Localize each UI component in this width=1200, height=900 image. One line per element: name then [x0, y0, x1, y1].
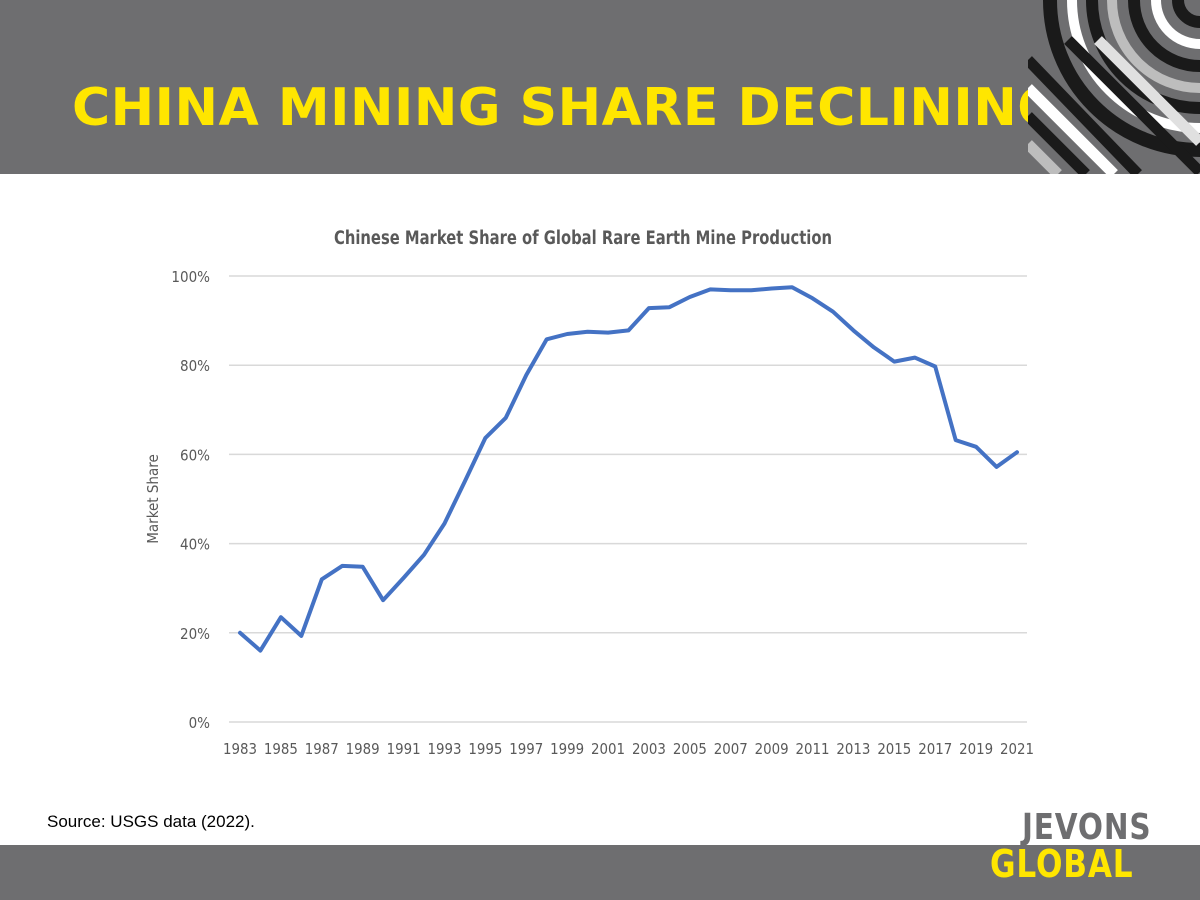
- data-point: [279, 615, 283, 619]
- data-point: [933, 365, 937, 369]
- data-point: [545, 337, 549, 341]
- y-tick-label: 80%: [180, 357, 210, 375]
- line-chart: Chinese Market Share of Global Rare Eart…: [144, 228, 1034, 758]
- data-point: [524, 373, 528, 377]
- data-point: [770, 287, 774, 291]
- data-point: [299, 634, 303, 638]
- x-tick-label: 1995: [468, 740, 502, 758]
- x-tick-label: 1983: [223, 740, 257, 758]
- y-axis-label: Market Share: [144, 454, 162, 544]
- data-point: [831, 310, 835, 314]
- data-point: [463, 479, 467, 483]
- data-point: [422, 553, 426, 557]
- data-point: [688, 295, 692, 299]
- x-tick-label: 2017: [918, 740, 952, 758]
- data-point: [790, 285, 794, 289]
- x-tick-label: 2013: [836, 740, 870, 758]
- footer-band: [0, 845, 1200, 900]
- data-point: [565, 332, 569, 336]
- data-point: [913, 356, 917, 360]
- x-tick-label: 1997: [509, 740, 543, 758]
- data-point: [667, 305, 671, 309]
- x-tick-label: 2007: [714, 740, 748, 758]
- source-note: Source: USGS data (2022).: [47, 812, 255, 831]
- data-point: [851, 328, 855, 332]
- data-point: [974, 445, 978, 449]
- x-tick-label: 2003: [632, 740, 666, 758]
- decorative-pattern-icon: [1028, 0, 1200, 174]
- chart-container: Chinese Market Share of Global Rare Eart…: [0, 174, 1200, 814]
- data-point: [647, 306, 651, 310]
- data-point: [504, 416, 508, 420]
- data-point: [361, 565, 365, 569]
- data-point: [729, 288, 733, 292]
- y-tick-label: 20%: [180, 625, 210, 643]
- jevons-global-logo: JEVONS GLOBAL: [988, 806, 1152, 886]
- data-point: [627, 328, 631, 332]
- chart-title: Chinese Market Share of Global Rare Eart…: [334, 228, 832, 249]
- x-tick-label: 2015: [877, 740, 911, 758]
- y-tick-label: 0%: [189, 714, 211, 732]
- data-point: [258, 649, 262, 653]
- data-point: [995, 465, 999, 469]
- y-tick-label: 100%: [171, 268, 210, 286]
- x-tick-label: 1987: [305, 740, 339, 758]
- x-tick-label: 2005: [673, 740, 707, 758]
- data-point: [708, 287, 712, 291]
- x-tick-label: 1999: [550, 740, 584, 758]
- x-tick-label: 1985: [264, 740, 298, 758]
- y-tick-label: 60%: [180, 446, 210, 464]
- data-point: [340, 564, 344, 568]
- header-band: [0, 0, 1200, 174]
- data-point: [238, 631, 242, 635]
- data-point: [606, 331, 610, 335]
- logo-line1: JEVONS: [1022, 807, 1152, 848]
- data-point: [402, 576, 406, 580]
- data-point: [954, 438, 958, 442]
- x-tick-label: 2019: [959, 740, 993, 758]
- data-point: [483, 436, 487, 440]
- x-tick-label: 2011: [796, 740, 830, 758]
- y-tick-label: 40%: [180, 536, 210, 554]
- data-point: [892, 360, 896, 364]
- logo-line2: GLOBAL: [990, 842, 1134, 886]
- data-point: [586, 330, 590, 334]
- slide-title: CHINA MINING SHARE DECLINING: [72, 78, 1061, 138]
- series-line: [238, 285, 1019, 653]
- x-tick-label: 2001: [591, 740, 625, 758]
- data-point: [811, 296, 815, 300]
- data-point: [1015, 450, 1019, 454]
- data-point: [443, 522, 447, 526]
- x-tick-label: 1991: [387, 740, 421, 758]
- data-point: [749, 288, 753, 292]
- data-point: [320, 577, 324, 581]
- data-point: [872, 345, 876, 349]
- data-point: [381, 598, 385, 602]
- x-tick-label: 2009: [755, 740, 789, 758]
- x-tick-label: 1993: [427, 740, 461, 758]
- x-tick-label: 2021: [1000, 740, 1034, 758]
- x-tick-label: 1989: [346, 740, 380, 758]
